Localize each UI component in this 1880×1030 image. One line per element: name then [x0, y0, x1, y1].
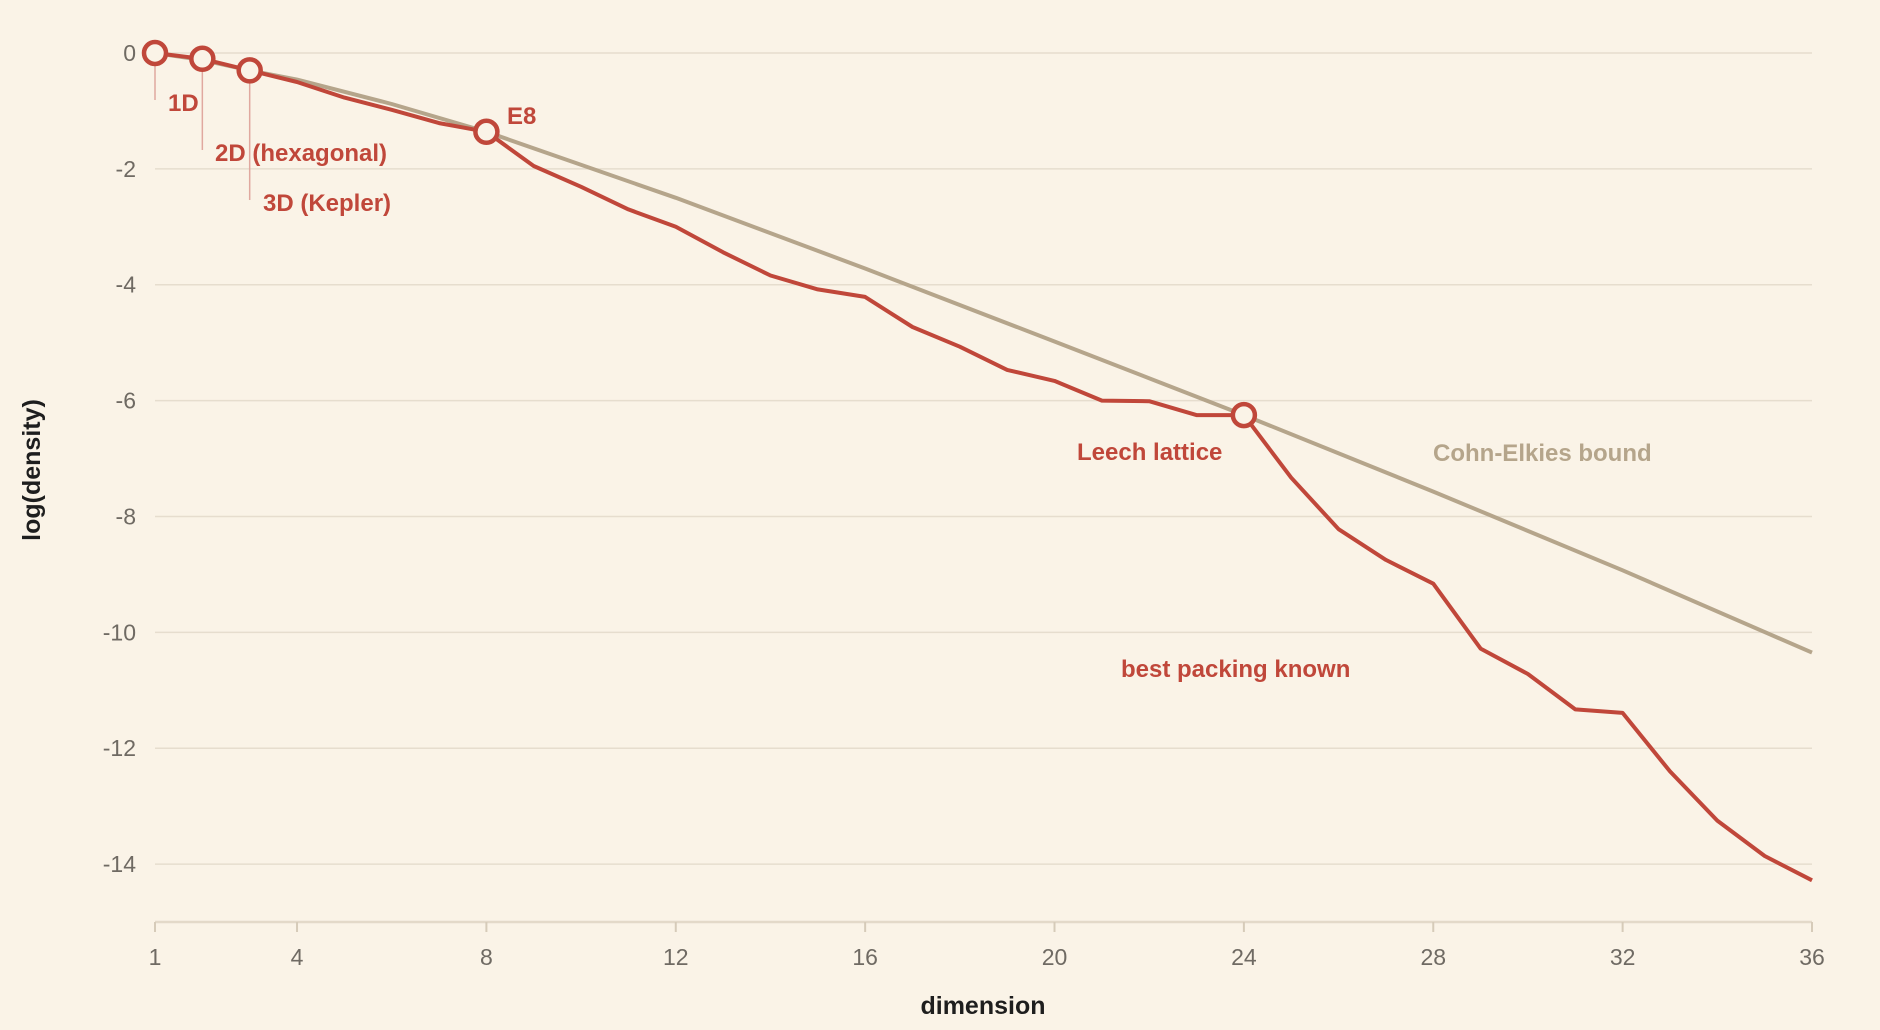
- x-tick-label: 12: [663, 944, 689, 970]
- x-tick-label: 20: [1042, 944, 1068, 970]
- highlight-label: 3D (Kepler): [263, 190, 391, 217]
- bound-series-label: Cohn-Elkies bound: [1433, 440, 1652, 467]
- highlight-label: 1D: [168, 90, 199, 117]
- highlight-marker: [189, 45, 216, 73]
- y-tick-label: 0: [123, 40, 136, 66]
- y-tick-label: -4: [116, 272, 137, 298]
- best-series-line: [154, 51, 1813, 883]
- x-axis-title: dimension: [920, 992, 1045, 1020]
- x-tick-label: 28: [1420, 944, 1446, 970]
- highlight-label: Leech lattice: [1077, 439, 1222, 466]
- y-tick-label: -8: [116, 503, 136, 529]
- highlight-marker: [473, 118, 500, 146]
- x-tick-label: 16: [852, 944, 878, 970]
- y-tick-label: -14: [103, 851, 136, 877]
- axes: 0 -2 -4 -6 -8 -10 -12 -14 1 4 8 12 16 20 24 28 32 36: [103, 40, 1825, 970]
- annotations: 1D 2D (hexagonal) 3D (Kepler) E8 Leech latti…: [168, 90, 1652, 683]
- highlight-markers: [141, 39, 1258, 429]
- x-tick-label: 4: [291, 944, 304, 970]
- gridlines: [155, 52, 1812, 865]
- x-tick-label: 24: [1231, 944, 1257, 970]
- leader-lines: [154, 65, 251, 200]
- highlight-marker: [1230, 401, 1258, 429]
- highlight-marker: [236, 57, 263, 84]
- y-tick-label: -12: [103, 735, 136, 761]
- highlight-marker: [141, 39, 169, 67]
- y-tick-label: -2: [116, 156, 136, 182]
- x-tick-label: 1: [149, 944, 162, 970]
- x-tick-label: 8: [480, 944, 493, 970]
- best-series-label: best packing known: [1121, 656, 1350, 683]
- x-tick-label: 36: [1799, 944, 1825, 970]
- y-tick-label: -10: [103, 619, 136, 645]
- bound-series-line: [154, 51, 1813, 655]
- y-tick-label: -6: [116, 388, 136, 414]
- highlight-label: E8: [507, 103, 536, 130]
- x-tick-label: 32: [1610, 944, 1636, 970]
- highlight-label: 2D (hexagonal): [215, 140, 387, 167]
- y-axis-title: log(density): [18, 399, 46, 541]
